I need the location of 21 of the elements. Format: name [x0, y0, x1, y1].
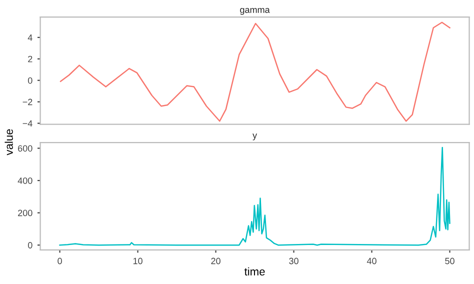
x-tick-label: 10: [133, 258, 142, 264]
x-tick-label: 20: [211, 258, 220, 264]
y-tick-label: 2: [28, 56, 32, 62]
chart-title: y: [252, 134, 258, 140]
y-axis-title: value: [4, 129, 13, 156]
x-tick-label: 30: [289, 258, 298, 264]
line-series: [60, 22, 450, 122]
line-series: [59, 146, 450, 246]
y-tick-label: 0: [28, 242, 32, 248]
y-tick-label: −2: [22, 98, 32, 106]
x-axis-title: time: [244, 267, 265, 276]
y-tick-label: 600: [18, 145, 32, 152]
y-tick-label: −4: [22, 120, 32, 127]
y-tick-label: 400: [18, 177, 32, 184]
x-tick-label: 0: [58, 258, 62, 264]
y-tick-label: 4: [28, 34, 32, 41]
y-tick-label: 0: [28, 77, 32, 84]
x-tick-label: 50: [445, 258, 454, 264]
y-tick-label: 200: [18, 210, 32, 216]
x-tick-label: 40: [366, 258, 376, 264]
chart-title: gamma: [240, 8, 270, 15]
